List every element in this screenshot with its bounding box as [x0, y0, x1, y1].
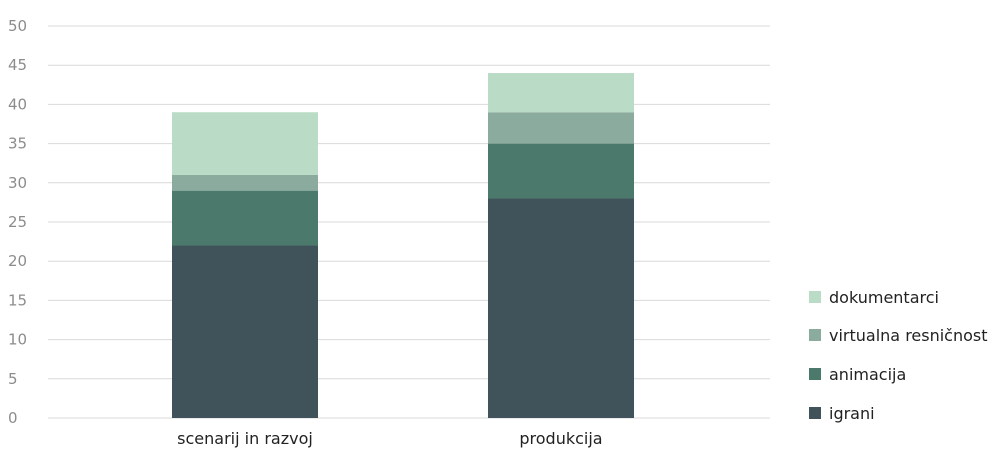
bar-virtualna-resni-nost-2	[488, 112, 634, 144]
y-tick-label-40: 40	[8, 95, 27, 113]
bar-dokumentarci-1	[172, 112, 318, 175]
legend-label-igrani: igrani	[829, 404, 875, 423]
legend: dokumentarci virtualna resničnost animacij…	[809, 288, 988, 423]
x-tick-label-2: produkcija	[519, 429, 602, 448]
legend-swatch-igrani	[809, 407, 821, 419]
bar-animacija-1	[172, 190, 318, 246]
legend-swatch-animacija	[809, 368, 821, 380]
bar-igrani-2	[488, 198, 634, 418]
y-tick-label-0: 0	[8, 409, 18, 427]
y-tick-label-5: 5	[8, 370, 18, 388]
legend-swatch-virtualna-resni-nost	[809, 329, 821, 341]
gridlines	[48, 25, 770, 419]
y-tick-label-20: 20	[8, 252, 27, 270]
y-tick-label-30: 30	[8, 174, 27, 192]
legend-swatch-dokumentarci	[809, 291, 821, 303]
bar-virtualna-resni-nost-1	[172, 174, 318, 191]
y-axis-ticks: 0 5 10 15 20 25 30 35 40 45 50	[8, 17, 27, 427]
y-tick-label-10: 10	[8, 331, 27, 349]
y-tick-label-35: 35	[8, 135, 27, 153]
bar-dokumentarci-2	[488, 73, 634, 113]
legend-label-animacija: animacija	[829, 365, 906, 384]
legend-label-dokumentarci: dokumentarci	[829, 288, 939, 307]
bars	[172, 73, 634, 418]
x-axis-labels: scenarij in razvoj produkcija	[177, 429, 602, 448]
y-tick-label-25: 25	[8, 213, 27, 231]
bar-igrani-1	[172, 245, 318, 418]
y-tick-label-45: 45	[8, 56, 27, 74]
y-tick-label-50: 50	[8, 17, 27, 35]
bar-animacija-2	[488, 143, 634, 199]
legend-label-virtualna-resni-nost: virtualna resničnost	[829, 326, 988, 345]
x-tick-label-1: scenarij in razvoj	[177, 429, 313, 448]
y-tick-label-15: 15	[8, 291, 27, 309]
